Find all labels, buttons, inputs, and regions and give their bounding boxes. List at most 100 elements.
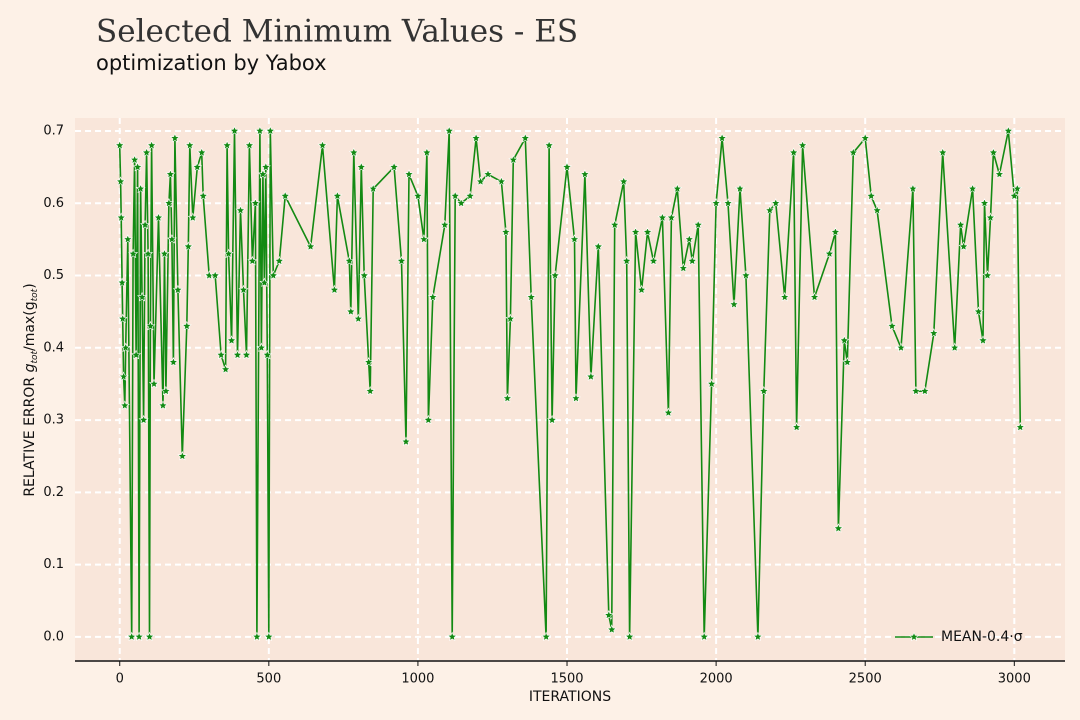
x-tick-label: 1000 bbox=[401, 672, 434, 687]
point-marker bbox=[791, 422, 802, 432]
point-marker bbox=[146, 140, 157, 150]
point-marker bbox=[172, 284, 183, 295]
point-marker bbox=[672, 183, 683, 194]
point-marker bbox=[687, 255, 698, 266]
point-marker bbox=[657, 212, 668, 223]
point-marker bbox=[122, 234, 133, 244]
point-marker bbox=[421, 147, 432, 157]
point-marker bbox=[235, 205, 246, 215]
point-marker bbox=[928, 328, 939, 338]
point-marker bbox=[547, 414, 558, 425]
point-marker bbox=[262, 349, 273, 360]
point-marker bbox=[241, 349, 252, 360]
point-marker bbox=[603, 609, 614, 620]
point-marker bbox=[717, 132, 728, 143]
point-marker bbox=[895, 342, 907, 353]
point-marker bbox=[144, 631, 155, 642]
point-marker bbox=[403, 169, 415, 179]
point-marker bbox=[788, 147, 799, 157]
point-marker bbox=[505, 313, 516, 324]
point-marker bbox=[400, 436, 412, 447]
point-marker bbox=[833, 523, 844, 533]
point-marker bbox=[192, 161, 203, 172]
legend-label: MEAN-0.4·σ bbox=[941, 629, 1023, 645]
point-marker bbox=[389, 161, 400, 172]
x-tick-label: 1500 bbox=[550, 672, 583, 687]
x-axis-label: ITERATIONS bbox=[529, 689, 611, 705]
point-marker bbox=[471, 132, 482, 143]
point-marker bbox=[624, 631, 635, 642]
point-marker bbox=[848, 147, 859, 157]
point-marker bbox=[250, 198, 261, 208]
point-marker bbox=[353, 313, 364, 324]
point-marker bbox=[254, 125, 265, 136]
point-marker bbox=[752, 631, 763, 642]
chart-subtitle: optimization by Yabox bbox=[96, 51, 327, 75]
y-tick-label: 0.6 bbox=[43, 196, 64, 211]
point-marker bbox=[244, 140, 255, 150]
point-marker bbox=[475, 176, 486, 186]
point-marker bbox=[1012, 183, 1023, 194]
point-marker bbox=[636, 284, 647, 295]
point-marker bbox=[977, 335, 989, 345]
point-marker bbox=[137, 291, 148, 302]
point-marker bbox=[585, 371, 596, 382]
point-marker bbox=[994, 169, 1005, 179]
point-marker bbox=[706, 378, 717, 389]
point-marker bbox=[365, 385, 376, 396]
y-label-part: /max(g bbox=[22, 301, 38, 351]
point-marker bbox=[967, 183, 978, 194]
point-marker bbox=[1003, 125, 1014, 136]
point-marker bbox=[684, 234, 695, 244]
point-marker bbox=[166, 234, 177, 244]
point-marker bbox=[955, 219, 966, 230]
point-marker bbox=[117, 277, 128, 288]
point-marker bbox=[764, 205, 775, 215]
point-marker bbox=[251, 631, 262, 642]
y-tick-label: 0.7 bbox=[43, 124, 64, 139]
legend-marker bbox=[908, 631, 920, 642]
point-marker bbox=[447, 631, 458, 642]
point-marker bbox=[220, 364, 231, 374]
point-marker bbox=[183, 241, 194, 251]
point-marker bbox=[740, 270, 751, 280]
point-marker bbox=[887, 320, 898, 331]
point-marker bbox=[257, 169, 268, 179]
point-marker bbox=[368, 183, 379, 194]
point-marker bbox=[809, 291, 820, 302]
point-marker bbox=[356, 161, 367, 172]
x-tick-label: 500 bbox=[256, 672, 281, 687]
point-marker bbox=[177, 450, 188, 461]
point-marker bbox=[119, 400, 130, 410]
point-marker bbox=[979, 198, 990, 208]
point-marker bbox=[259, 277, 270, 288]
point-marker bbox=[129, 154, 140, 165]
point-marker bbox=[642, 226, 653, 237]
point-marker bbox=[232, 349, 243, 360]
point-marker bbox=[666, 212, 677, 223]
point-marker bbox=[305, 241, 316, 251]
point-marker bbox=[412, 190, 423, 201]
chart-title: Selected Minimum Values - ES bbox=[96, 14, 578, 50]
point-marker bbox=[148, 378, 160, 389]
point-marker bbox=[418, 234, 429, 244]
point-marker bbox=[344, 255, 355, 266]
point-marker bbox=[168, 357, 179, 367]
y-axis-label: RELATIVE ERROR gtot/max(gtot) bbox=[22, 283, 40, 496]
point-marker bbox=[1015, 422, 1026, 432]
y-label-part: g bbox=[22, 363, 38, 372]
point-marker bbox=[187, 212, 198, 223]
point-marker bbox=[256, 342, 267, 353]
point-marker bbox=[348, 147, 359, 157]
point-marker bbox=[561, 161, 573, 172]
point-marker bbox=[609, 219, 620, 230]
point-marker bbox=[797, 140, 808, 150]
point-marker bbox=[141, 147, 152, 157]
point-marker bbox=[526, 291, 537, 302]
point-marker bbox=[118, 371, 129, 382]
point-marker bbox=[958, 241, 969, 251]
y-tick-label: 0.1 bbox=[43, 557, 64, 572]
point-marker bbox=[226, 335, 237, 345]
point-marker bbox=[910, 385, 921, 396]
y-tick-label: 0.0 bbox=[43, 629, 64, 644]
